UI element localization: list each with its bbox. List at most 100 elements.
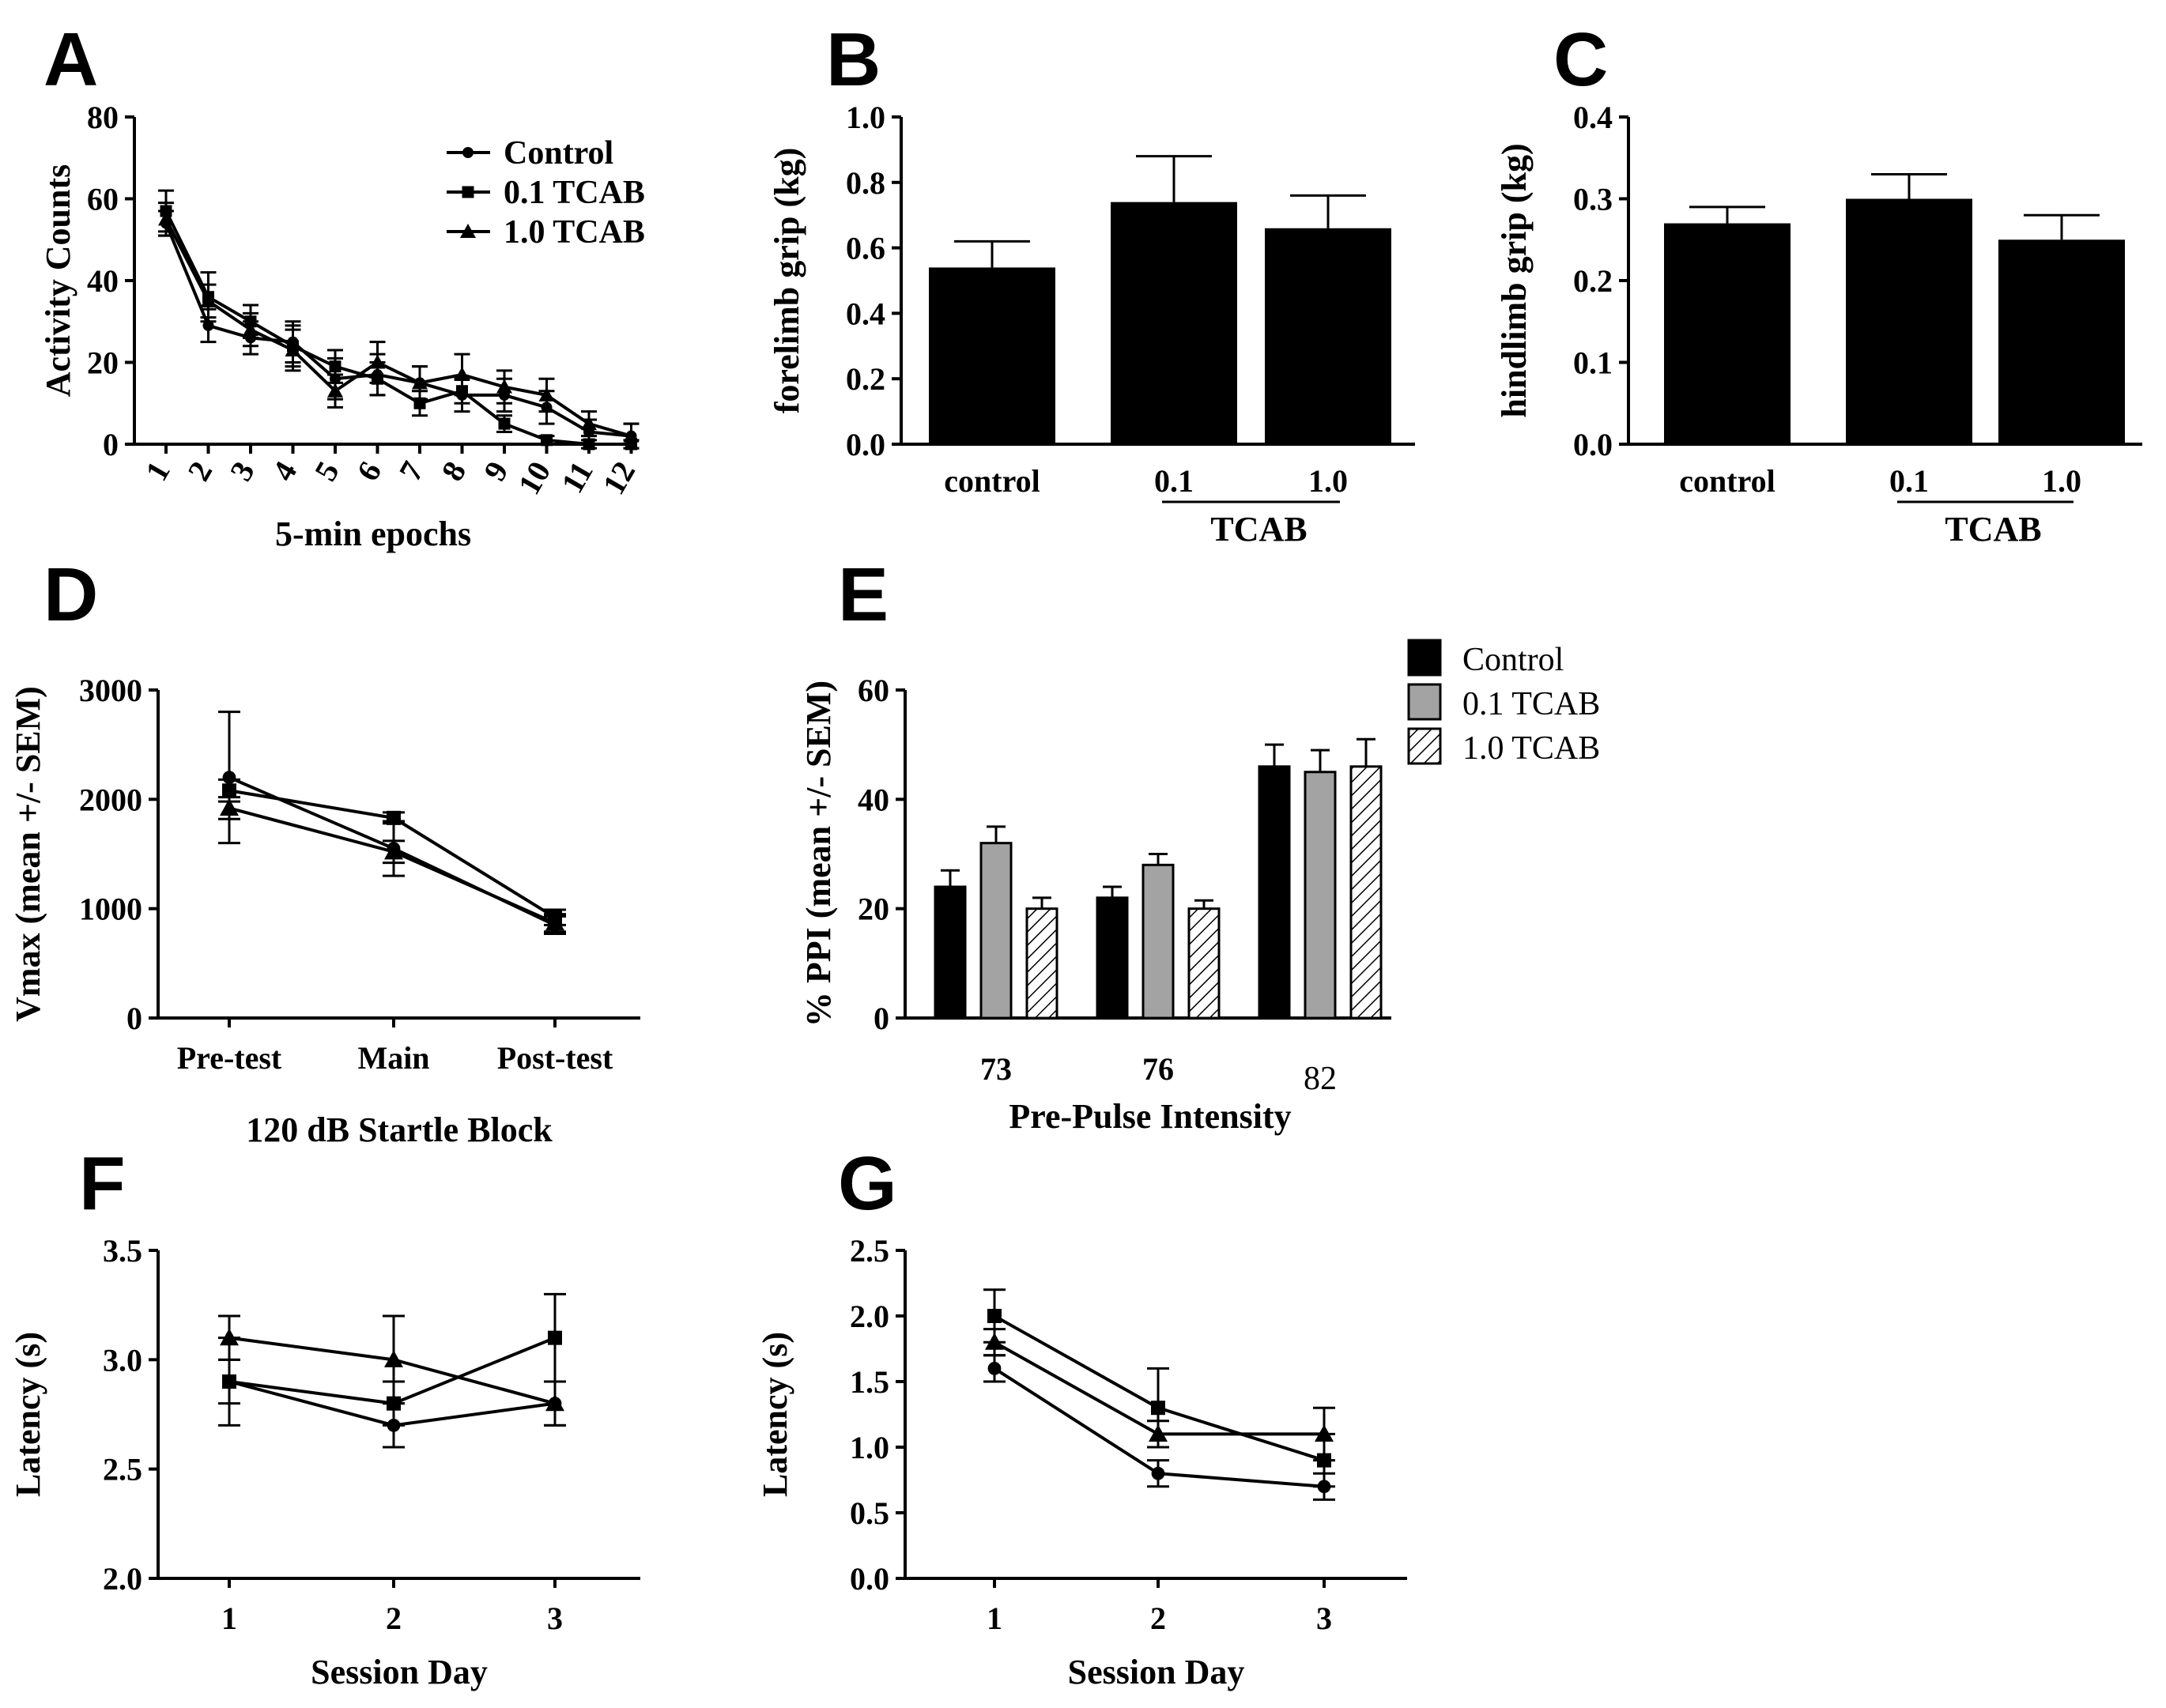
d-series-line-2 [228,806,556,925]
d-data-point [220,798,239,816]
a-data-point [285,341,301,356]
f-y-tick-label: 2.5 [103,1452,142,1487]
b-x-tick-label: 1.0 [1308,463,1348,499]
e-y-tick-label: 20 [858,892,889,927]
f-y-axis-title: Latency (s) [9,1332,47,1497]
f-x-tick-label: 2 [386,1601,402,1636]
c-bar [1998,239,2125,444]
a-legend-label: 0.1 TCAB [504,175,645,211]
a-legend-label: Control [504,135,613,172]
c-y-tick-label: 0.1 [1573,345,1613,381]
a-x-tick-label: 2 [180,455,219,487]
b-bar [929,267,1055,444]
e-legend-label: 0.1 TCAB [1462,686,1600,722]
d-x-axis-title: 120 dB Startle Block [246,1110,553,1149]
a-data-point [243,322,258,337]
a-y-tick-label: 60 [87,182,119,217]
a-x-tick-label: 5 [308,455,346,487]
c-x-tick-label: 0.1 [1889,463,1929,499]
e-bar [934,885,967,1020]
panel-label-a: A [43,17,98,102]
a-y-tick-label: 20 [87,345,119,381]
g-data-point [1149,1424,1168,1442]
d-y-tick-label: 2000 [79,782,142,817]
a-x-tick-label: 4 [265,455,304,487]
b-y-tick-label: 0.4 [846,296,885,331]
g-x-tick-label: 1 [987,1601,1002,1636]
panel-label-d: D [43,552,98,637]
b-y-tick-label: 0.0 [846,427,885,462]
a-data-point [412,375,428,390]
f-x-axis-title: Session Day [311,1653,488,1691]
e-bar [1025,907,1058,1020]
b-y-axis-title: forelimb grip (kg) [768,148,806,414]
a-legend-marker [462,186,474,198]
e-y-axis-title: % PPI (mean +/- SEM) [799,681,838,1027]
f-data-point [222,1374,236,1389]
e-x-tick-label: 82 [1304,1061,1337,1097]
a-data-point [329,360,342,373]
e-legend-swatch [1407,683,1442,721]
g-y-tick-label: 2.0 [850,1299,889,1334]
c-y-tick-label: 0.0 [1573,427,1613,462]
c-x-tick-label: control [1679,463,1775,499]
d-data-point [384,842,403,860]
e-y-tick-label: 40 [858,782,889,817]
f-data-point [545,1393,564,1412]
panel-label-f: F [79,1141,126,1226]
c-bar [1846,198,1972,444]
f-x-tick-label: 3 [547,1601,563,1636]
a-y-axis-title: Activity Counts [39,164,77,398]
a-data-point [498,417,511,430]
a-y-tick-label: 80 [87,100,119,135]
d-data-point [545,913,564,931]
e-bar [979,842,1013,1020]
g-data-point [1151,1466,1165,1480]
a-x-tick-label: 1 [138,455,177,487]
g-data-point [985,1333,1004,1350]
a-series-line-2 [164,218,632,438]
panel-label-b: B [826,17,881,102]
a-data-point [202,319,214,331]
c-x-tick-label: 1.0 [2042,463,2081,499]
a-legend-label: 1.0 TCAB [504,214,645,251]
g-y-tick-label: 0.0 [850,1561,889,1597]
b-y-tick-label: 0.6 [846,231,885,266]
panel-label-c: C [1553,17,1608,102]
e-legend-swatch [1407,727,1442,765]
a-y-tick-label: 0 [103,427,119,462]
a-legend-marker [462,147,474,158]
a-x-tick-label: 7 [392,455,431,487]
a-x-axis-title: 5-min epochs [275,515,471,553]
d-y-tick-label: 0 [126,1001,142,1036]
f-y-tick-label: 3.5 [103,1233,142,1269]
b-y-tick-label: 0.2 [846,361,885,397]
g-y-axis-title: Latency (s) [756,1332,794,1497]
c-y-tick-label: 0.4 [1573,100,1613,135]
panel-label-g: G [838,1141,897,1226]
c-y-tick-label: 0.2 [1573,263,1613,299]
b-y-tick-label: 1.0 [846,100,885,135]
g-y-tick-label: 0.5 [850,1495,889,1531]
e-bar [1096,896,1129,1020]
a-data-point [538,386,555,402]
b-group-label: TCAB [1210,510,1307,549]
c-y-axis-title: hindlimb grip (kg) [1495,143,1534,417]
d-x-tick-label: Main [357,1040,429,1076]
e-bar [1349,765,1383,1020]
e-bar [1304,771,1337,1020]
a-data-point [327,383,343,398]
d-data-point [387,810,401,825]
b-y-tick-label: 0.8 [846,165,885,201]
e-bar [1258,765,1291,1020]
d-y-tick-label: 3000 [79,673,142,708]
d-y-axis-title: Vmax (mean +/- SEM) [9,686,47,1022]
e-y-tick-label: 60 [858,673,889,708]
d-data-point [222,783,236,798]
b-bar [1265,228,1391,444]
a-y-tick-label: 40 [87,263,119,299]
g-data-point [1151,1401,1165,1416]
e-bar [1141,863,1175,1020]
e-x-tick-label: 76 [1142,1051,1174,1087]
a-x-tick-label: 6 [349,455,388,487]
